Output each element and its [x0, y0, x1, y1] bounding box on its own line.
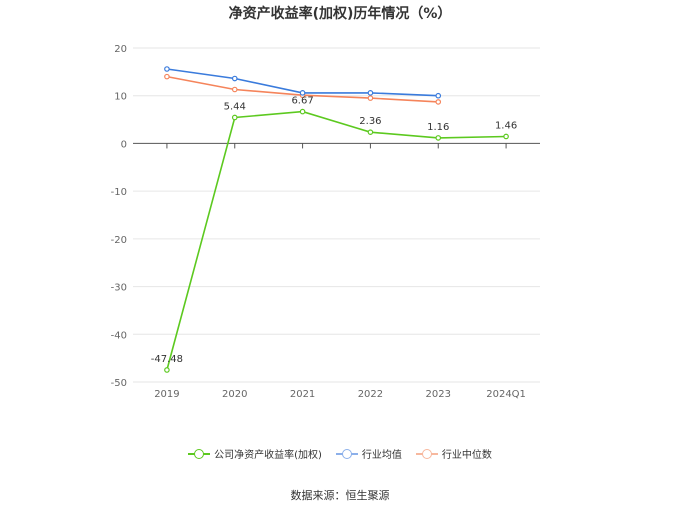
- legend-swatch-industry-mean: [335, 448, 358, 460]
- data-label: 1.46: [495, 120, 517, 131]
- series-point-1: [299, 90, 306, 96]
- series-point-1: [231, 75, 238, 82]
- series-line-0: [166, 110, 507, 371]
- data-label: -47.48: [151, 354, 183, 365]
- series-group: [164, 66, 509, 373]
- x-tick-label: 2023: [426, 389, 451, 400]
- legend: 公司净资产收益率(加权) 行业均值 行业中位数: [0, 446, 680, 461]
- legend-label-industry-median: 行业中位数: [441, 450, 492, 461]
- data-label: 5.44: [224, 101, 246, 112]
- legend-item-industry-median[interactable]: 行业中位数: [415, 446, 492, 461]
- data-label: 6.67: [291, 96, 313, 107]
- data-labels: -47.48 5.44 6.67 2.36 1.16 1.46: [151, 96, 517, 365]
- legend-swatch-industry-median: [415, 448, 438, 460]
- series-point-0: [231, 114, 238, 121]
- series-point-0: [367, 129, 374, 135]
- x-tick-label: 2020: [222, 389, 247, 400]
- legend-item-industry-mean[interactable]: 行业均值: [335, 446, 402, 461]
- grid-lines: [133, 47, 540, 383]
- series-point-0: [164, 367, 170, 373]
- legend-label-industry-mean: 行业均值: [361, 450, 402, 461]
- x-tick-label: 2021: [290, 389, 315, 400]
- legend-swatch-company: [188, 448, 211, 460]
- y-tick-label: -30: [111, 283, 127, 294]
- legend-label-company: 公司净资产收益率(加权): [214, 450, 322, 461]
- series-point-0: [435, 135, 442, 141]
- x-axis: 2019 2020 2021 2022 2023 2024Q1: [133, 142, 540, 400]
- y-tick-label: -50: [111, 378, 127, 389]
- y-tick-label: -10: [111, 187, 127, 198]
- legend-item-company[interactable]: 公司净资产收益率(加权): [188, 446, 322, 461]
- y-tick-label: 10: [114, 92, 127, 103]
- y-tick-label: -20: [111, 235, 127, 246]
- series-point-2: [367, 95, 374, 101]
- series-point-1: [367, 90, 374, 96]
- series-point-0: [503, 133, 509, 140]
- data-label: 2.36: [359, 116, 381, 127]
- x-tick-label: 2024Q1: [486, 389, 526, 400]
- y-tick-label: 20: [114, 44, 127, 55]
- series-point-2: [164, 73, 170, 80]
- data-label: 1.16: [427, 122, 449, 133]
- series-point-1: [435, 92, 442, 99]
- series-point-2: [231, 86, 238, 93]
- y-tick-label: 0: [121, 139, 127, 150]
- data-source: 数据来源：恒生聚源: [290, 489, 390, 502]
- series-point-1: [164, 66, 170, 72]
- series-point-2: [435, 99, 442, 105]
- x-tick-label: 2022: [358, 389, 383, 400]
- y-tick-label: -40: [111, 330, 127, 341]
- chart-title: 净资产收益率(加权)历年情况（%）: [228, 6, 452, 22]
- x-tick-label: 2019: [154, 389, 179, 400]
- y-axis: 20 10 0 -10 -20 -30 -40 -50: [111, 44, 127, 389]
- series-point-0: [299, 108, 306, 115]
- line-chart: 20 10 0 -10 -20 -30 -40 -50 2019 2020 2021 2022 202…: [111, 44, 540, 400]
